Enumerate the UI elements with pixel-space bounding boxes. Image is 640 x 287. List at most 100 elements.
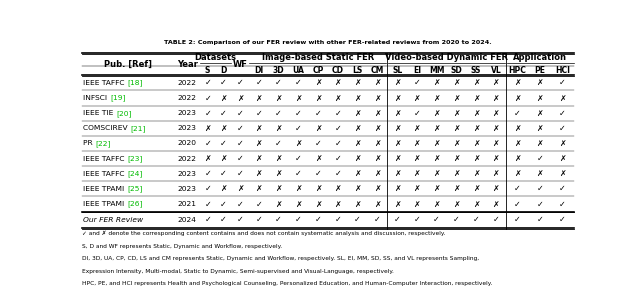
Text: PE: PE xyxy=(534,66,545,75)
Text: ✗: ✗ xyxy=(536,109,543,118)
Text: ✓: ✓ xyxy=(295,169,301,178)
Text: ✗: ✗ xyxy=(335,78,341,88)
Text: ✓: ✓ xyxy=(204,215,211,224)
Text: CD: CD xyxy=(332,66,344,75)
Text: HCI: HCI xyxy=(555,66,570,75)
Text: ✗: ✗ xyxy=(536,124,543,133)
Text: ✓: ✓ xyxy=(413,215,420,224)
Text: ✗: ✗ xyxy=(433,154,440,163)
Text: Our FER Review: Our FER Review xyxy=(83,217,143,223)
Text: [18]: [18] xyxy=(127,79,143,86)
Text: ✗: ✗ xyxy=(536,78,543,88)
Text: ✓: ✓ xyxy=(315,215,321,224)
Text: ✓: ✓ xyxy=(275,109,282,118)
Text: ✗: ✗ xyxy=(295,94,301,102)
Text: ✗: ✗ xyxy=(514,94,520,102)
Text: ✓: ✓ xyxy=(335,139,341,148)
Text: ✗: ✗ xyxy=(473,78,479,88)
Text: ✗: ✗ xyxy=(413,199,420,208)
Text: ✗: ✗ xyxy=(315,184,321,193)
Text: ✗: ✗ xyxy=(394,184,401,193)
Text: ✗: ✗ xyxy=(394,109,401,118)
Text: ✓: ✓ xyxy=(413,109,420,118)
Text: ✗: ✗ xyxy=(335,199,341,208)
Text: ✗: ✗ xyxy=(536,139,543,148)
Text: ✗: ✗ xyxy=(237,94,243,102)
Text: ✓: ✓ xyxy=(220,109,227,118)
Text: Application: Application xyxy=(513,53,567,62)
Text: ✗: ✗ xyxy=(374,154,381,163)
Text: ✓: ✓ xyxy=(295,78,301,88)
Text: IEEE TIE: IEEE TIE xyxy=(83,110,116,116)
Text: ✓: ✓ xyxy=(275,78,282,88)
Text: ✓ and ✗ denote the corresponding content contains and does not contain systemati: ✓ and ✗ denote the corresponding content… xyxy=(82,231,445,236)
Text: Pub. [Ref]: Pub. [Ref] xyxy=(104,60,152,69)
Text: ✗: ✗ xyxy=(315,124,321,133)
Text: ✗: ✗ xyxy=(374,124,381,133)
Text: [22]: [22] xyxy=(95,140,111,147)
Text: ✗: ✗ xyxy=(394,154,401,163)
Text: ✗: ✗ xyxy=(559,94,566,102)
Text: ✗: ✗ xyxy=(413,94,420,102)
Text: 2023: 2023 xyxy=(178,110,196,116)
Text: ✗: ✗ xyxy=(514,78,520,88)
Text: CP: CP xyxy=(312,66,324,75)
Text: 2021: 2021 xyxy=(178,201,197,207)
Text: ✗: ✗ xyxy=(394,139,401,148)
Text: 2022: 2022 xyxy=(178,156,197,162)
Text: ✓: ✓ xyxy=(315,109,321,118)
Text: ✓: ✓ xyxy=(514,215,520,224)
Text: ✗: ✗ xyxy=(315,78,321,88)
Text: Datasets: Datasets xyxy=(195,53,236,62)
Text: ✗: ✗ xyxy=(453,169,460,178)
Text: 2022: 2022 xyxy=(178,95,197,101)
Text: LS: LS xyxy=(353,66,363,75)
Text: ✓: ✓ xyxy=(255,78,262,88)
Text: ✗: ✗ xyxy=(453,199,460,208)
Text: ✓: ✓ xyxy=(536,184,543,193)
Text: ✗: ✗ xyxy=(220,154,227,163)
Text: ✓: ✓ xyxy=(255,199,262,208)
Text: HPC: HPC xyxy=(508,66,526,75)
Text: ✗: ✗ xyxy=(394,78,401,88)
Text: ✗: ✗ xyxy=(204,124,211,133)
Text: 2023: 2023 xyxy=(178,186,196,192)
Text: ✗: ✗ xyxy=(295,184,301,193)
Text: ✗: ✗ xyxy=(493,139,499,148)
Text: ✓: ✓ xyxy=(204,184,211,193)
Text: ✓: ✓ xyxy=(514,199,520,208)
Text: D: D xyxy=(220,66,227,75)
Text: ✗: ✗ xyxy=(514,154,520,163)
Text: ✗: ✗ xyxy=(374,139,381,148)
Text: [26]: [26] xyxy=(127,201,143,208)
Text: ✗: ✗ xyxy=(255,124,262,133)
Text: INFSCI: INFSCI xyxy=(83,95,110,101)
Text: ✓: ✓ xyxy=(220,199,227,208)
Text: ✗: ✗ xyxy=(514,169,520,178)
Text: [19]: [19] xyxy=(110,95,125,101)
Text: ✗: ✗ xyxy=(220,184,227,193)
Text: ✗: ✗ xyxy=(413,154,420,163)
Text: ✗: ✗ xyxy=(394,124,401,133)
Text: ✗: ✗ xyxy=(355,184,361,193)
Text: ✓: ✓ xyxy=(237,199,243,208)
Text: ✗: ✗ xyxy=(355,78,361,88)
Text: ✗: ✗ xyxy=(559,154,566,163)
Text: SD: SD xyxy=(451,66,462,75)
Text: ✗: ✗ xyxy=(220,124,227,133)
Text: ✓: ✓ xyxy=(237,215,243,224)
Text: IEEE TAFFC: IEEE TAFFC xyxy=(83,171,127,177)
Text: [20]: [20] xyxy=(116,110,132,117)
Text: ✓: ✓ xyxy=(237,109,243,118)
Text: ✗: ✗ xyxy=(355,94,361,102)
Text: ✗: ✗ xyxy=(453,184,460,193)
Text: ✗: ✗ xyxy=(433,199,440,208)
Text: ✗: ✗ xyxy=(433,109,440,118)
Text: ✗: ✗ xyxy=(536,169,543,178)
Text: ✗: ✗ xyxy=(394,169,401,178)
Text: ✗: ✗ xyxy=(275,199,282,208)
Text: ✗: ✗ xyxy=(473,109,479,118)
Text: ✗: ✗ xyxy=(374,199,381,208)
Text: ✓: ✓ xyxy=(536,215,543,224)
Text: [21]: [21] xyxy=(131,125,146,132)
